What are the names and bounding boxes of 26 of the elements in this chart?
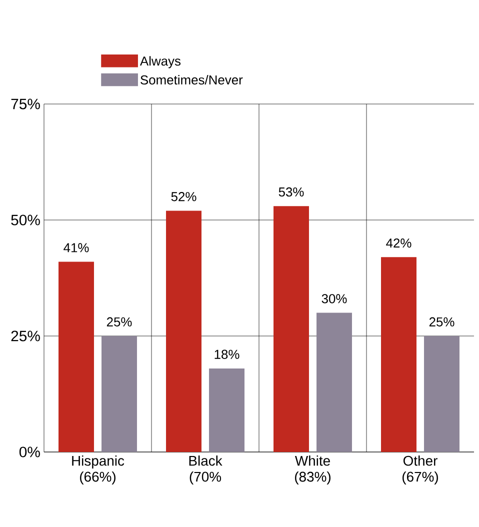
data-label: 52% [171,192,196,202]
data-label: 30% [322,294,347,304]
data-label: 41% [64,243,89,252]
data-label: 53% [278,187,304,197]
x-tick-label: Hispanic (66%) [72,456,124,484]
data-label: 18% [214,350,240,359]
y-tick-label: 25% [11,330,40,342]
bar [424,336,460,452]
bar [166,210,202,452]
y-tick-label: 50% [11,214,40,226]
bar [274,206,309,452]
data-label: 25% [429,317,454,326]
x-tick-label: Black (70% [189,456,222,484]
bar [58,262,94,452]
legend-label: Sometimes/Never [140,75,243,85]
y-tick-label: 0% [19,446,40,458]
x-tick-label: White (83%) [294,456,330,484]
y-tick-label: 75% [11,98,40,110]
legend-label: Always [140,56,181,68]
data-label: 42% [386,238,412,248]
x-tick-label: Other (67%) [402,456,438,484]
bar [381,257,416,452]
data-label: 25% [106,317,132,326]
bar [316,312,352,452]
bar [102,336,137,452]
bar [209,368,244,452]
